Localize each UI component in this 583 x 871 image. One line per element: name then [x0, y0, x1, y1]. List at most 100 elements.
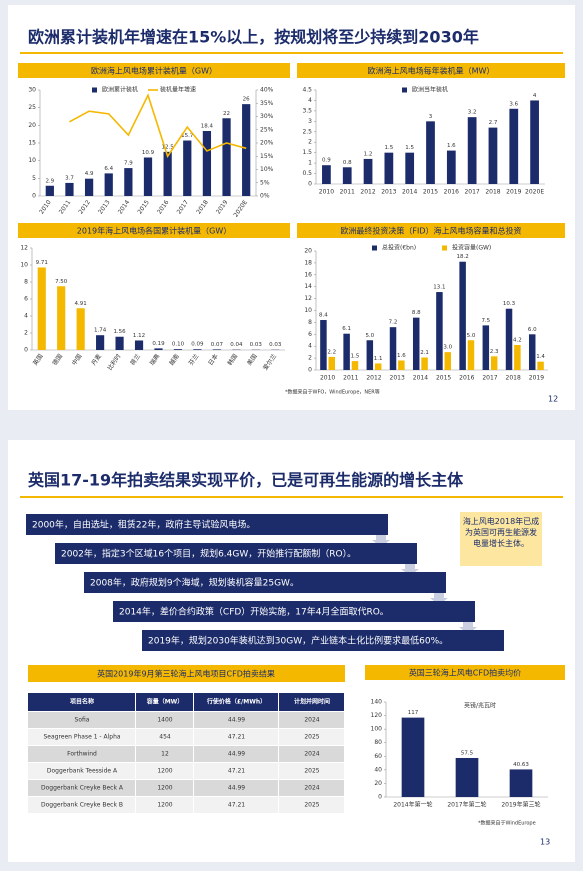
table-cell: [194, 729, 278, 745]
y-tick-label: 20: [374, 780, 382, 787]
slide-title: 英国17-19年拍卖结果实现平价，已是可再生能源的增长主体: [27, 471, 464, 490]
y2-tick-label: 35%: [260, 100, 274, 107]
table-cell-text: 454: [159, 734, 171, 741]
y-tick-label: 2.5: [302, 128, 312, 135]
table-cell-text: 2025: [304, 734, 319, 741]
table-cell-text: 47.21: [228, 768, 245, 775]
y-tick-label: 0: [308, 181, 312, 188]
data-label: 10.9: [142, 150, 155, 156]
data-label: 7.5: [481, 318, 490, 324]
data-label: 10.3: [503, 301, 516, 307]
y-tick-label: 10: [28, 157, 36, 164]
data-label: 7.2: [389, 320, 398, 326]
bar: [115, 336, 124, 350]
y-tick-label: 8: [308, 319, 312, 326]
data-label: 3.0: [443, 345, 452, 351]
table-head: 行使价格（£/MWh）: [206, 698, 266, 706]
table-cell: [136, 729, 193, 745]
legend-swatch: [372, 245, 377, 251]
bar: [84, 178, 94, 196]
bar: [446, 150, 456, 184]
bar: [76, 308, 85, 350]
page-number: 13: [540, 838, 550, 847]
table-cell-text: 44.99: [228, 751, 245, 758]
y2-tick-label: 15%: [260, 153, 274, 160]
x-tick-label: 2011: [343, 375, 358, 382]
table-head-cell: [194, 693, 278, 711]
bar: [509, 108, 519, 184]
timeline-bar: [26, 514, 388, 535]
table-cell-text: Forthwind: [67, 751, 97, 758]
data-label: 1.2: [364, 151, 373, 157]
unit-label: 英镑/兆瓦时: [464, 702, 496, 710]
timeline-bar: [55, 543, 417, 564]
table-cell-text: 12: [161, 751, 169, 758]
bar: [537, 361, 544, 370]
table-cell: [136, 746, 193, 762]
y2-tick-label: 10%: [260, 166, 274, 173]
data-label: 4: [533, 93, 537, 99]
bar: [183, 140, 192, 196]
y-tick-label: 6: [308, 331, 312, 338]
y-tick-label: 20: [28, 122, 36, 129]
bar: [322, 165, 331, 184]
x-tick-label: 2011: [340, 189, 355, 196]
data-label: 8.8: [412, 310, 421, 316]
table-cell-text: Seagreen Phase 1 - Alpha: [43, 734, 120, 741]
y-tick-label: 2: [24, 330, 28, 337]
bar: [104, 173, 113, 196]
table-cell: [28, 780, 135, 796]
data-label: 5.0: [365, 333, 374, 339]
y-tick-label: 25: [28, 104, 36, 111]
data-label: 1.5: [351, 354, 360, 360]
table-cell: [136, 780, 193, 796]
y-tick-label: 60: [374, 753, 382, 760]
source: *数据来自于WindEurope: [478, 820, 536, 827]
x-tick-label: 2014: [402, 189, 417, 196]
table-cell-text: 2024: [304, 751, 319, 758]
bar: [405, 152, 415, 184]
x-tick-label: 2012: [360, 189, 375, 196]
table-head: 计划并网时间: [294, 698, 330, 706]
data-label: 1.4: [536, 354, 545, 360]
table-cell-text: 44.99: [228, 785, 245, 792]
data-label: 1.74: [94, 328, 107, 334]
data-label: 0.09: [191, 342, 204, 348]
y-tick-label: 1.5: [302, 149, 312, 156]
data-label: 3: [429, 114, 433, 120]
bar: [505, 308, 513, 370]
table-cell-text: 44.99: [228, 717, 245, 724]
bar: [384, 152, 394, 184]
bar: [530, 100, 539, 184]
y-tick-label: 0: [24, 347, 28, 354]
data-label: 1.5: [405, 145, 414, 151]
y-tick-label: 5: [32, 175, 36, 182]
bar: [320, 320, 327, 370]
x-tick-label: 2010: [320, 375, 335, 382]
bar: [514, 345, 521, 370]
data-label: 57.5: [461, 750, 474, 756]
timeline-arrow: [401, 564, 419, 576]
x-tick-label: 2016: [444, 189, 459, 196]
table-cell-text: 1200: [157, 802, 172, 809]
y-tick-label: 20: [304, 248, 312, 255]
legend-swatch: [92, 87, 97, 93]
y-tick-label: 18: [304, 259, 312, 266]
bar: [163, 151, 172, 196]
data-label: 0.10: [172, 342, 185, 348]
table-head-cell: [28, 693, 135, 711]
data-label: 3.7: [65, 175, 74, 181]
legend-label: 投资容量(GW): [452, 244, 491, 252]
data-label: 1.6: [397, 353, 406, 359]
data-label: 12.5: [162, 144, 175, 150]
table-cell: [194, 797, 278, 813]
y-tick-label: 0: [308, 367, 312, 374]
x-tick-label: 2019: [506, 189, 521, 196]
data-label: 7.50: [55, 279, 68, 285]
legend-label: 总投资(€bn): [382, 244, 416, 252]
note-box: 海上风电2018年已成为英国可再生能源发电量增长主体。: [460, 512, 542, 566]
table-cell: [279, 797, 344, 813]
timeline-text: 2019年，规划2030年装机达到30GW，产业链本土化比例要求最低60%。: [148, 635, 448, 647]
